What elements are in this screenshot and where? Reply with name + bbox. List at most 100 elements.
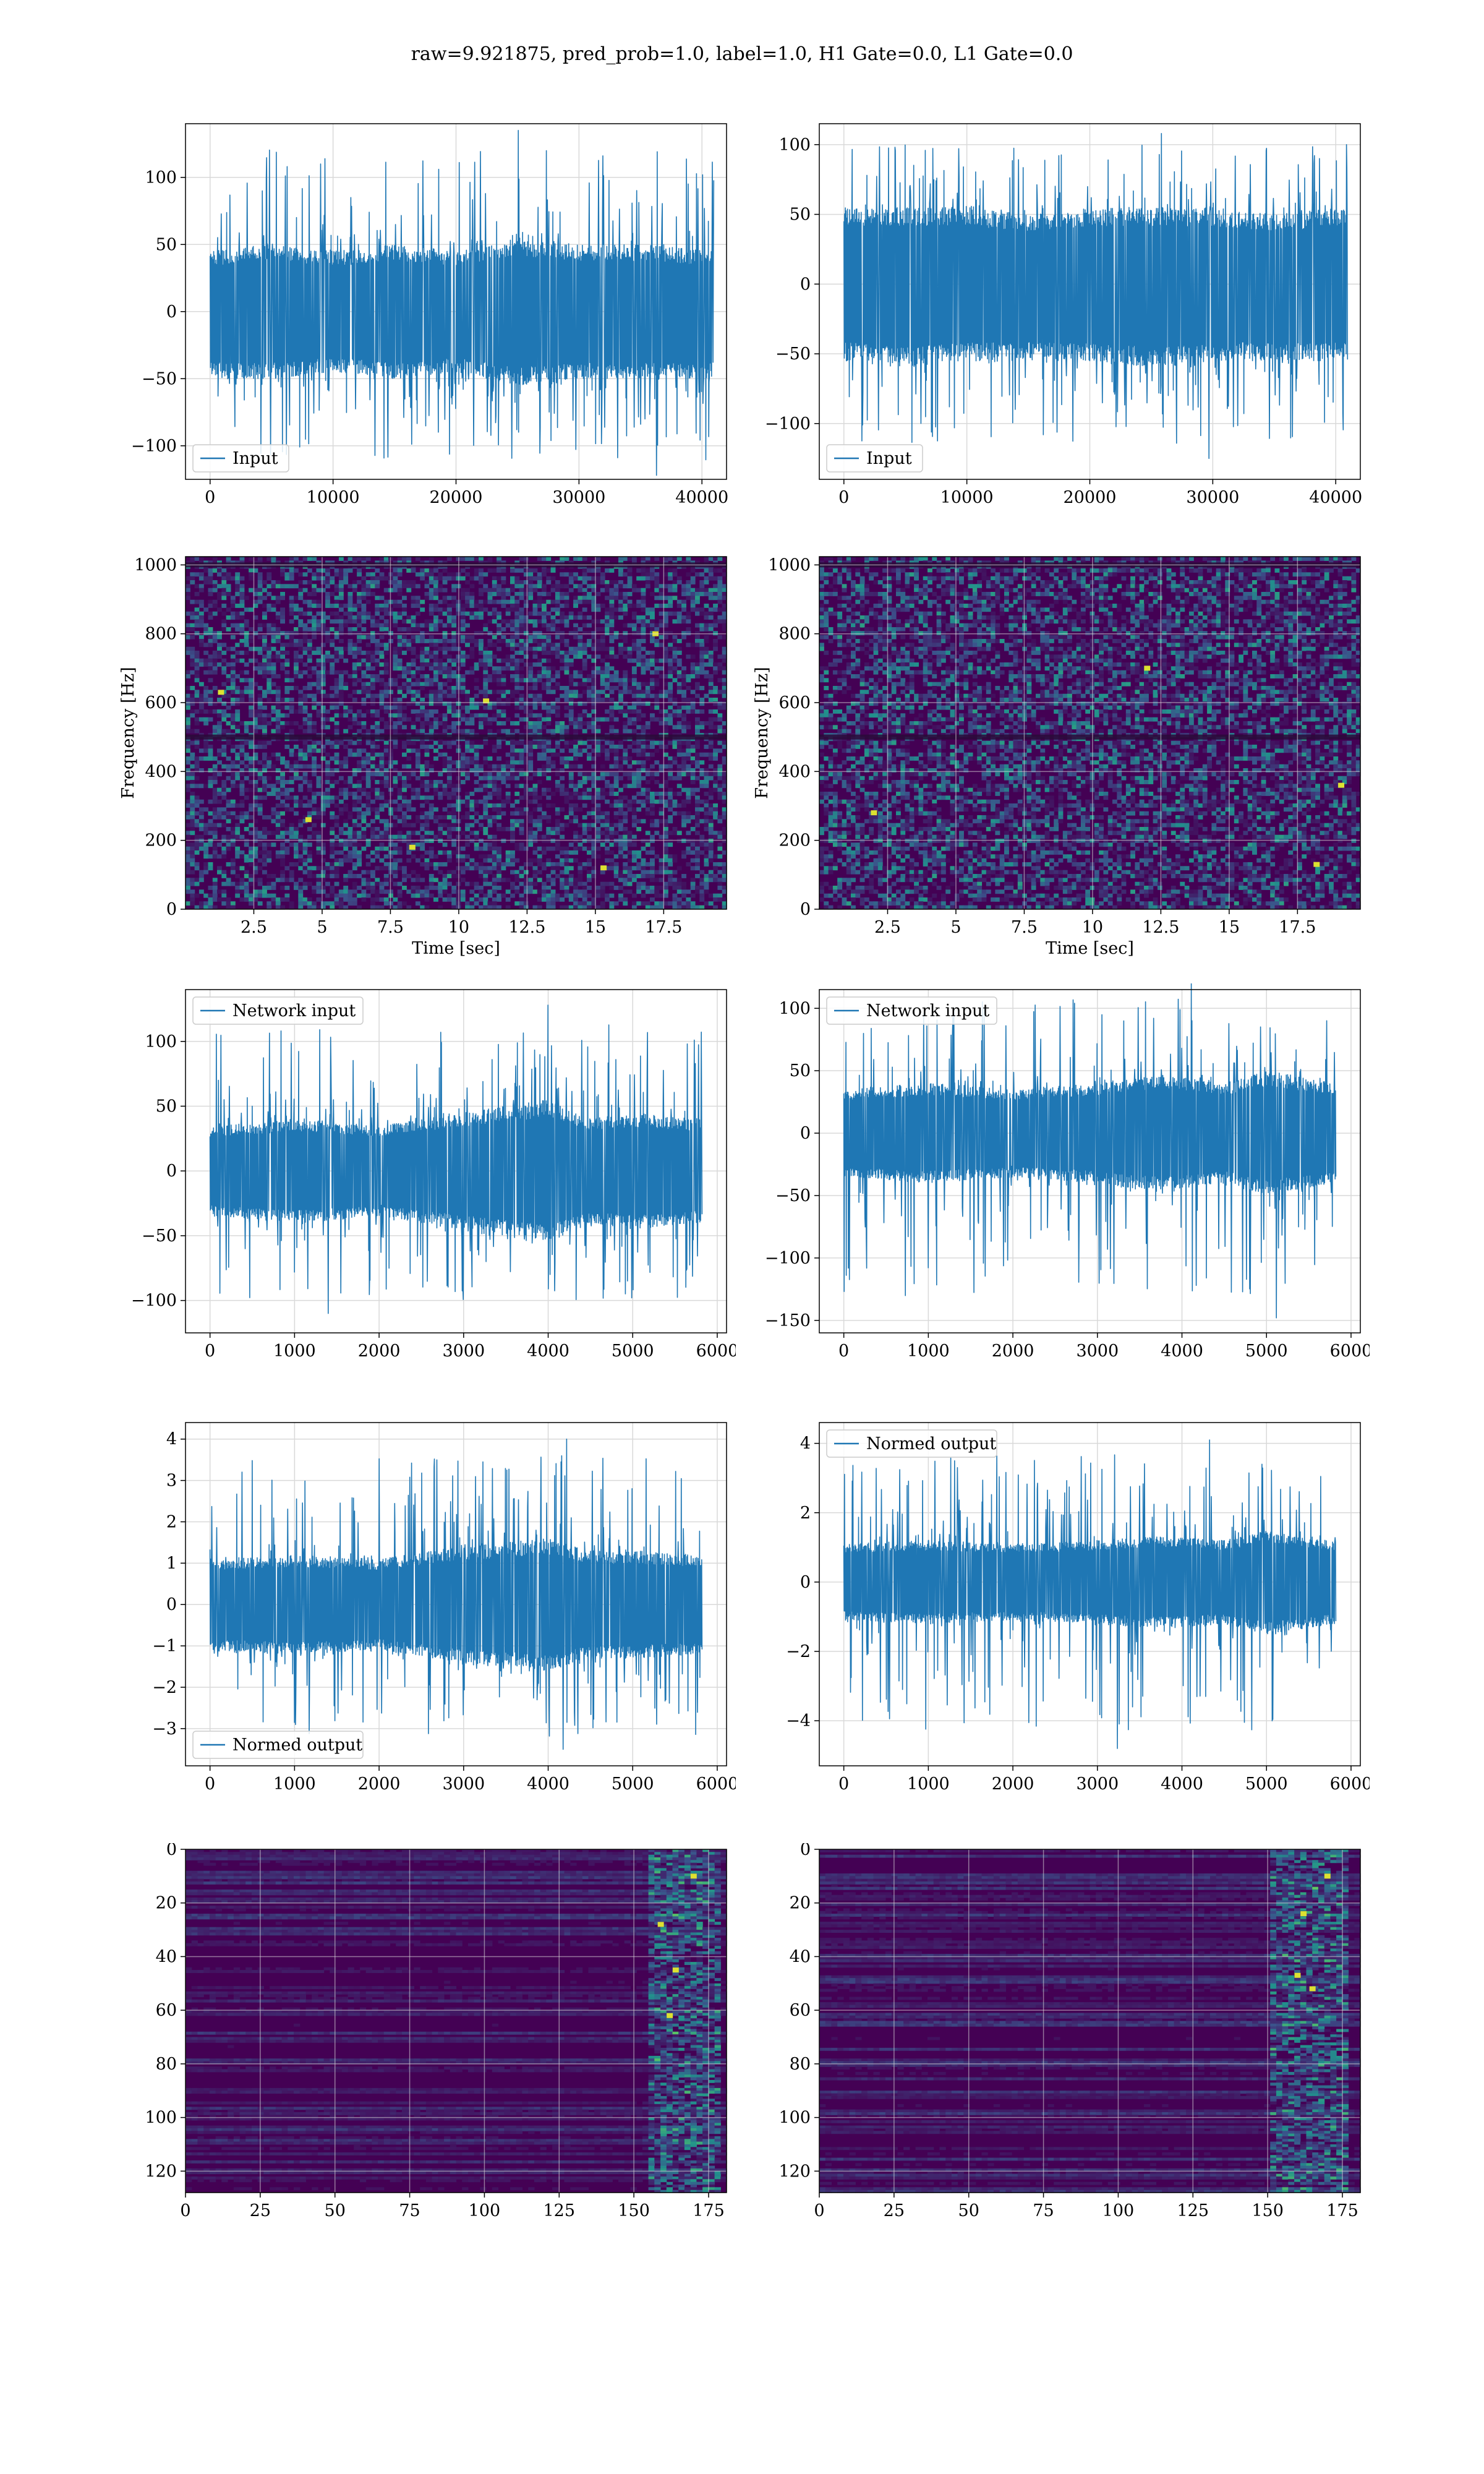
heatmap-cell — [334, 815, 339, 820]
heatmap-cell — [501, 576, 506, 581]
heatmap-cell — [487, 756, 493, 761]
heatmap-cell — [365, 807, 371, 812]
heatmap-cell — [442, 764, 448, 769]
heatmap-cell — [465, 760, 470, 765]
heatmap-cell — [704, 823, 709, 828]
heatmap-cell — [294, 658, 299, 663]
heatmap-cell — [595, 568, 601, 573]
heatmap-cell — [307, 784, 312, 789]
heatmap-cell — [532, 823, 538, 828]
heatmap-cell — [681, 588, 686, 593]
heatmap-cell — [573, 784, 578, 789]
heatmap-cell — [402, 635, 407, 640]
heatmap-cell — [370, 701, 375, 706]
heatmap-cell — [686, 596, 691, 601]
heatmap-cell — [523, 795, 529, 800]
heatmap-cell — [537, 557, 542, 561]
heatmap-cell — [519, 615, 524, 620]
heatmap-cell — [352, 768, 357, 773]
heatmap-cell — [487, 792, 493, 796]
heatmap-cell — [415, 639, 420, 643]
heatmap-cell — [186, 831, 190, 836]
heatmap-cell — [190, 764, 195, 769]
heatmap-cell — [338, 807, 344, 812]
heatmap-cell — [492, 713, 497, 718]
heatmap-cell — [235, 745, 241, 749]
heatmap-cell — [352, 839, 357, 843]
heatmap-cell — [609, 674, 615, 678]
heatmap-cell — [528, 721, 534, 726]
heatmap-cell — [262, 670, 267, 675]
heatmap-cell — [663, 784, 668, 789]
heatmap-cell — [537, 670, 542, 675]
heatmap-cell — [217, 787, 222, 792]
heatmap-cell — [393, 780, 398, 784]
heatmap-cell — [203, 686, 209, 690]
heatmap-cell — [578, 764, 583, 769]
heatmap-cell — [307, 592, 312, 596]
heatmap-cell — [239, 780, 245, 784]
heatmap-cell — [406, 670, 412, 675]
heatmap-cell — [383, 682, 389, 687]
heatmap-cell — [198, 811, 204, 816]
heatmap-cell — [397, 690, 403, 695]
heatmap-cell — [343, 831, 349, 836]
heatmap-cell — [627, 803, 633, 808]
heatmap-cell — [510, 803, 515, 808]
heatmap-cell — [613, 760, 619, 765]
heatmap-cell — [659, 604, 664, 608]
heatmap-cell — [479, 604, 484, 608]
heatmap-cell — [519, 705, 524, 710]
heatmap-cell — [275, 834, 281, 839]
heatmap-cell — [298, 572, 304, 577]
heatmap-cell — [312, 705, 317, 710]
heatmap-cell — [600, 666, 605, 671]
heatmap-cell — [568, 651, 574, 655]
heatmap-cell — [438, 780, 443, 784]
heatmap-cell — [361, 607, 367, 612]
heatmap-cell — [578, 717, 583, 722]
heatmap-cell — [298, 627, 304, 631]
heatmap-cell — [578, 670, 583, 675]
heatmap-cell — [429, 651, 434, 655]
heatmap-cell — [578, 599, 583, 604]
heatmap-cell — [600, 772, 605, 777]
heatmap-cell — [532, 662, 538, 667]
heatmap-cell — [275, 811, 281, 816]
heatmap-cell — [375, 604, 380, 608]
heatmap-cell — [190, 611, 195, 616]
heatmap-cell — [497, 557, 501, 561]
heatmap-cell — [708, 690, 714, 695]
heatmap-cell — [271, 604, 276, 608]
heatmap-cell — [532, 792, 538, 796]
heatmap-cell — [357, 815, 362, 820]
heatmap-cell — [221, 588, 227, 593]
heatmap-cell — [487, 772, 493, 777]
heatmap-cell — [316, 646, 322, 651]
heatmap-cell — [564, 666, 569, 671]
axes-frame — [185, 123, 727, 480]
heatmap-cell — [465, 721, 470, 726]
heatmap-cell — [591, 784, 597, 789]
heatmap-cell — [514, 615, 520, 620]
heatmap-cell — [429, 682, 434, 687]
heatmap-cell — [573, 596, 578, 601]
heatmap-cell — [411, 604, 416, 608]
heatmap-cell — [275, 701, 281, 706]
heatmap-cell — [375, 721, 380, 726]
heatmap-cell — [284, 643, 290, 648]
heatmap-cell — [568, 713, 574, 718]
heatmap-cell — [722, 611, 727, 616]
heatmap-cell — [424, 568, 430, 573]
heatmap-cell — [420, 607, 425, 612]
heatmap-cell — [659, 690, 664, 695]
heatmap-cell — [239, 623, 245, 628]
heatmap-cell — [194, 799, 200, 804]
heatmap-cell — [605, 780, 610, 784]
heatmap-cell — [510, 568, 515, 573]
heatmap-cell — [497, 698, 501, 702]
heatmap-cell — [681, 819, 686, 824]
heatmap-cell — [650, 792, 655, 796]
heatmap-cell — [582, 568, 587, 573]
heatmap-cell — [713, 568, 718, 573]
